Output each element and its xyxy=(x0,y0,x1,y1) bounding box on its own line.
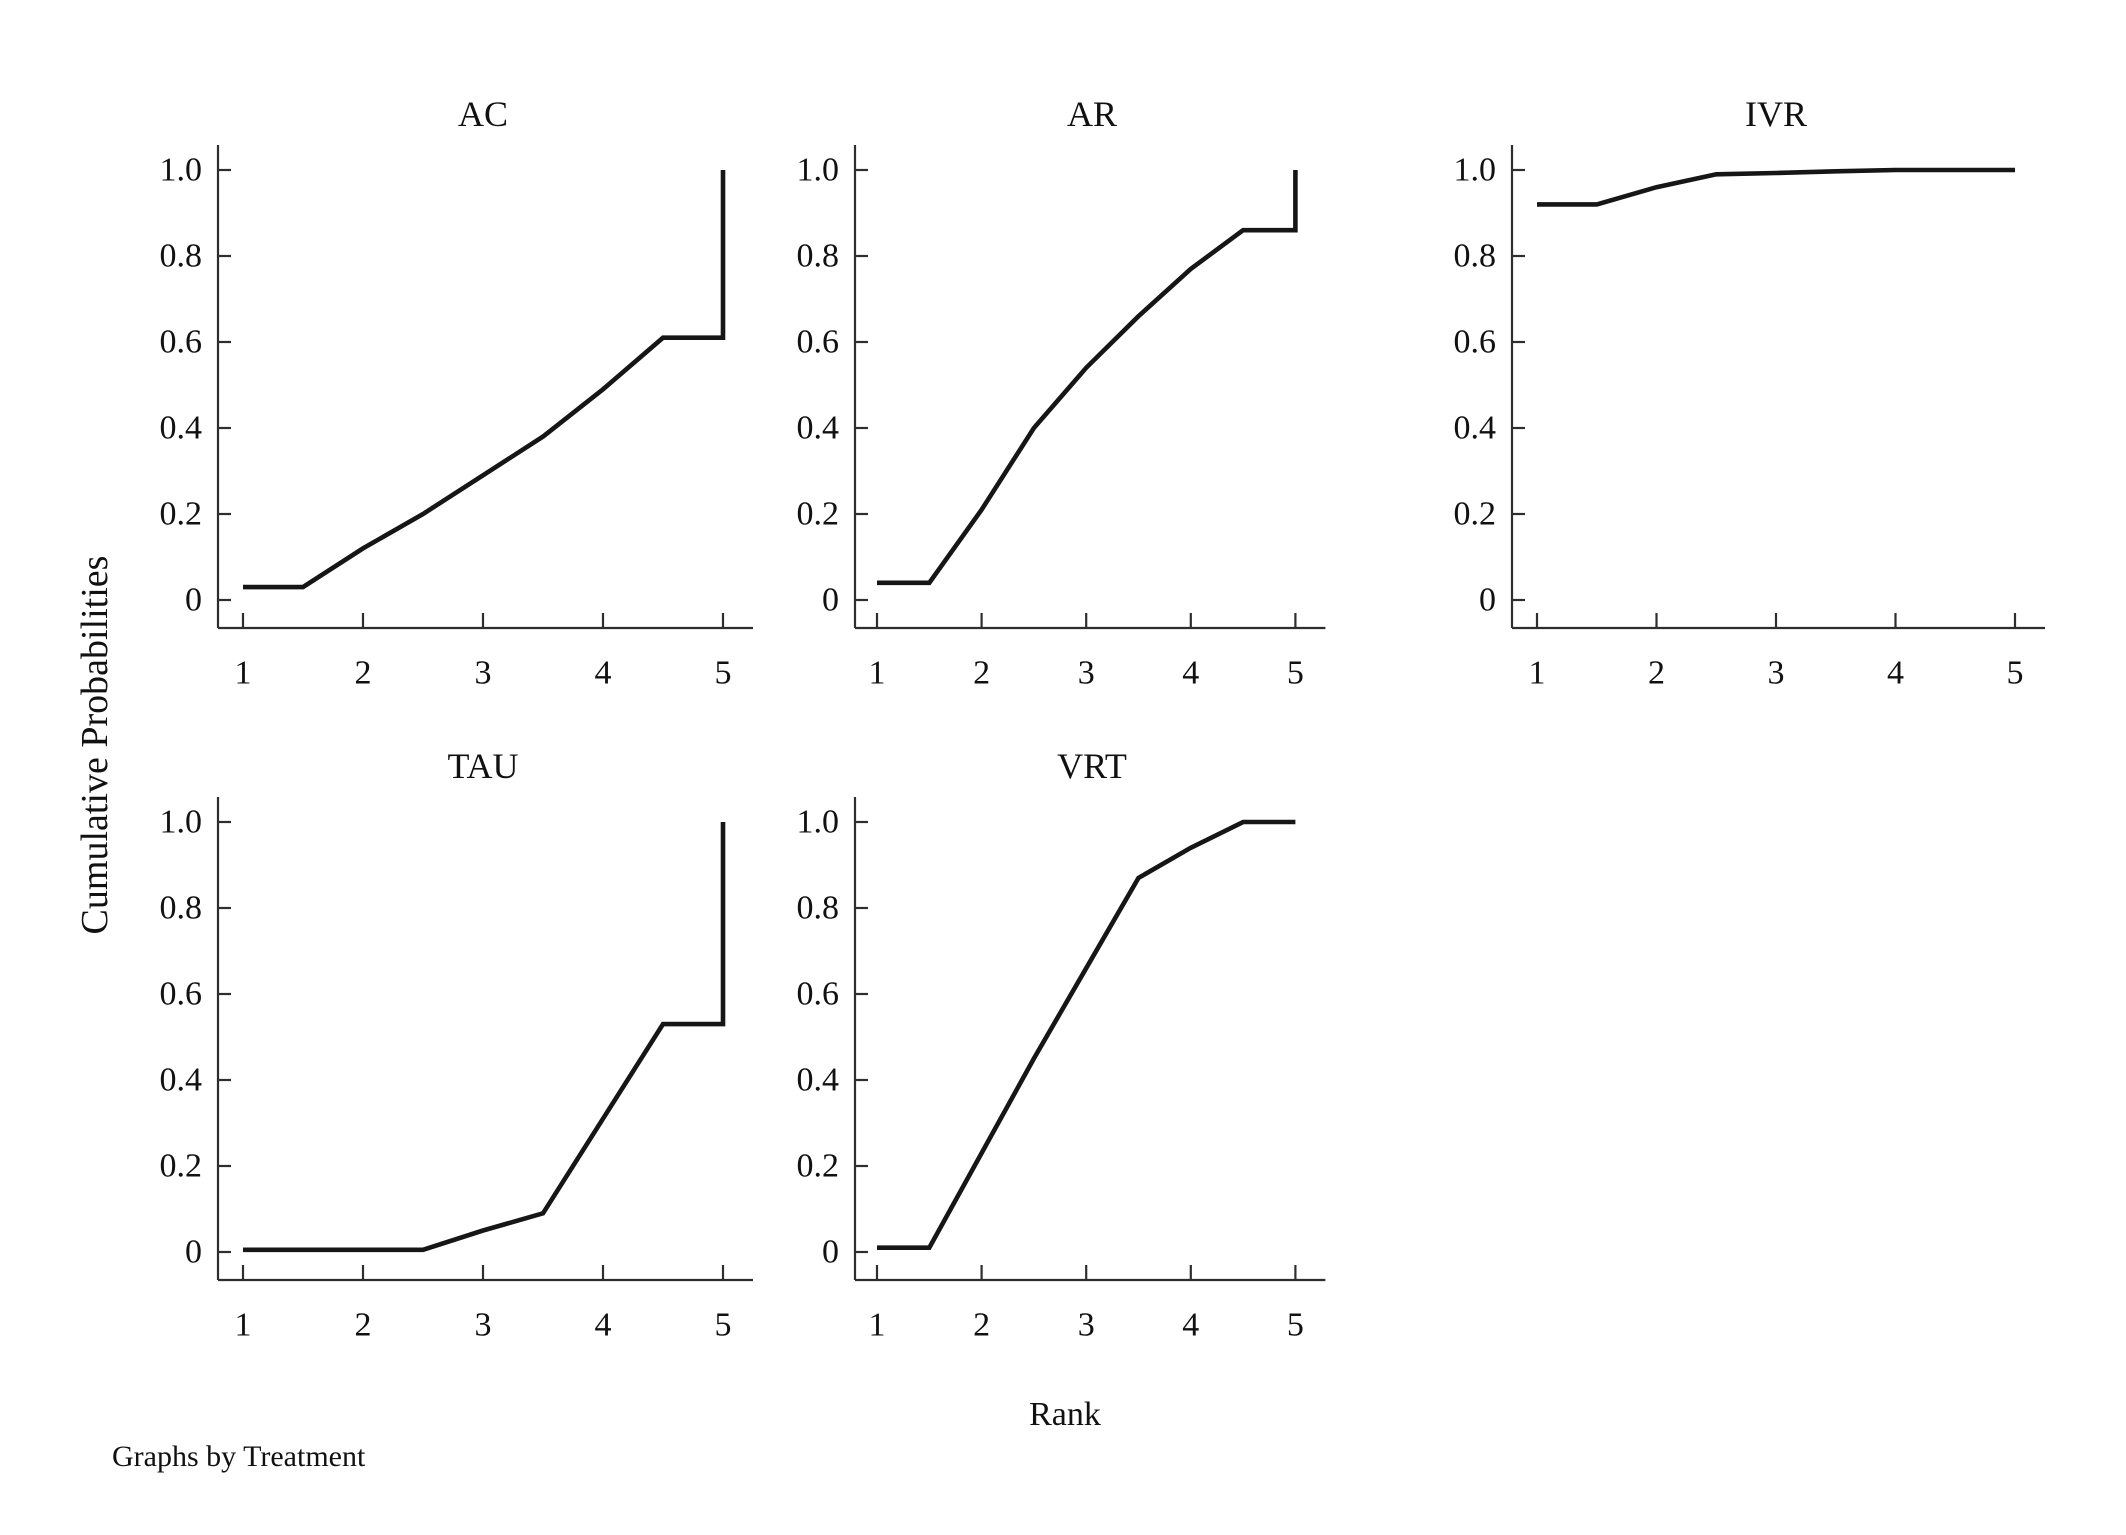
y-tick-label: 0 xyxy=(1479,582,1496,619)
y-tick-label: 0.6 xyxy=(160,324,203,361)
panel-ivr: 0 0.2 0.4 0.6 0.8 1.0 1 2 3 4 5 xyxy=(1454,145,2045,692)
cdf-line-ac xyxy=(243,170,726,590)
y-tick-label: 0.6 xyxy=(160,976,203,1013)
x-tick-label: 2 xyxy=(973,1307,990,1344)
y-tick-label: 0.2 xyxy=(1454,496,1497,533)
x-tick-label: 5 xyxy=(1287,1307,1304,1344)
y-tick-label: 1.0 xyxy=(797,152,840,189)
x-tick-label: 3 xyxy=(1078,1307,1095,1344)
cdf-line-ivr xyxy=(1537,167,2015,207)
x-tick-label: 2 xyxy=(355,655,372,692)
y-tick-label: 0 xyxy=(185,1234,202,1271)
cdf-line-ar xyxy=(877,170,1298,586)
panel-title-tau: TAU xyxy=(447,746,519,786)
x-tick-label: 2 xyxy=(355,1307,372,1344)
panel-title-ac: AC xyxy=(457,94,509,134)
x-tick-label: 3 xyxy=(1768,655,1785,692)
x-tick-label: 1 xyxy=(869,655,886,692)
x-tick-label: 5 xyxy=(2007,655,2024,692)
panel-title-vrt: VRT xyxy=(1057,746,1127,786)
x-tick-label: 3 xyxy=(1078,655,1095,692)
x-tick-label: 4 xyxy=(1887,655,1904,692)
panel-title-ar: AR xyxy=(1066,94,1118,134)
x-tick-label: 1 xyxy=(235,1307,252,1344)
y-tick-label: 1.0 xyxy=(160,152,203,189)
y-tick-label: 0 xyxy=(185,582,202,619)
x-tick-label: 2 xyxy=(973,655,990,692)
y-tick-label: 0.2 xyxy=(797,1148,840,1185)
y-tick-label: 0.4 xyxy=(797,1062,840,1099)
y-tick-label: 0 xyxy=(822,1234,839,1271)
x-tick-label: 1 xyxy=(869,1307,886,1344)
y-tick-label: 0.2 xyxy=(160,496,203,533)
panel-title-ivr: IVR xyxy=(1745,94,1807,134)
x-axis-label: Rank xyxy=(1029,1396,1101,1433)
y-tick-label: 0.8 xyxy=(160,890,203,927)
y-axis-label: Cumulative Probabilities xyxy=(74,555,116,935)
y-tick-label: 0.6 xyxy=(1454,324,1497,361)
x-tick-label: 3 xyxy=(475,1307,492,1344)
x-tick-label: 1 xyxy=(1529,655,1546,692)
y-tick-label: 0.2 xyxy=(160,1148,203,1185)
panel-vrt: 0 0.2 0.4 0.6 0.8 1.0 1 2 3 4 5 xyxy=(797,797,1326,1344)
y-tick-label: 0.4 xyxy=(160,1062,203,1099)
panel-ac: 0 0.2 0.4 0.6 0.8 1.0 1 2 3 4 5 xyxy=(160,145,753,692)
y-tick-label: 1.0 xyxy=(160,804,203,841)
x-tick-label: 1 xyxy=(235,655,252,692)
y-tick-label: 0.6 xyxy=(797,976,840,1013)
y-tick-label: 0.8 xyxy=(160,238,203,275)
y-tick-label: 1.0 xyxy=(1454,152,1497,189)
y-tick-label: 0.4 xyxy=(797,410,840,447)
y-tick-label: 0.8 xyxy=(1454,238,1497,275)
x-tick-label: 3 xyxy=(475,655,492,692)
x-tick-label: 2 xyxy=(1648,655,1665,692)
x-tick-label: 5 xyxy=(715,655,732,692)
cdf-line-vrt xyxy=(877,819,1296,1250)
x-tick-label: 4 xyxy=(595,1307,612,1344)
x-tick-label: 4 xyxy=(595,655,612,692)
x-tick-label: 4 xyxy=(1182,655,1199,692)
cdf-line-tau xyxy=(243,822,726,1253)
y-tick-label: 1.0 xyxy=(797,804,840,841)
y-tick-label: 0.2 xyxy=(797,496,840,533)
y-tick-label: 0.8 xyxy=(797,238,840,275)
x-tick-label: 4 xyxy=(1182,1307,1199,1344)
x-tick-label: 5 xyxy=(715,1307,732,1344)
figure-footnote: Graphs by Treatment xyxy=(112,1440,366,1473)
panel-ar: 0 0.2 0.4 0.6 0.8 1.0 1 2 3 4 5 xyxy=(797,145,1326,692)
panel-tau: 0 0.2 0.4 0.6 0.8 1.0 1 2 3 4 5 xyxy=(160,797,753,1344)
x-tick-label: 5 xyxy=(1287,655,1304,692)
y-tick-label: 0.6 xyxy=(797,324,840,361)
y-tick-label: 0.4 xyxy=(160,410,203,447)
y-tick-label: 0.4 xyxy=(1454,410,1497,447)
y-tick-label: 0.8 xyxy=(797,890,840,927)
y-tick-label: 0 xyxy=(822,582,839,619)
